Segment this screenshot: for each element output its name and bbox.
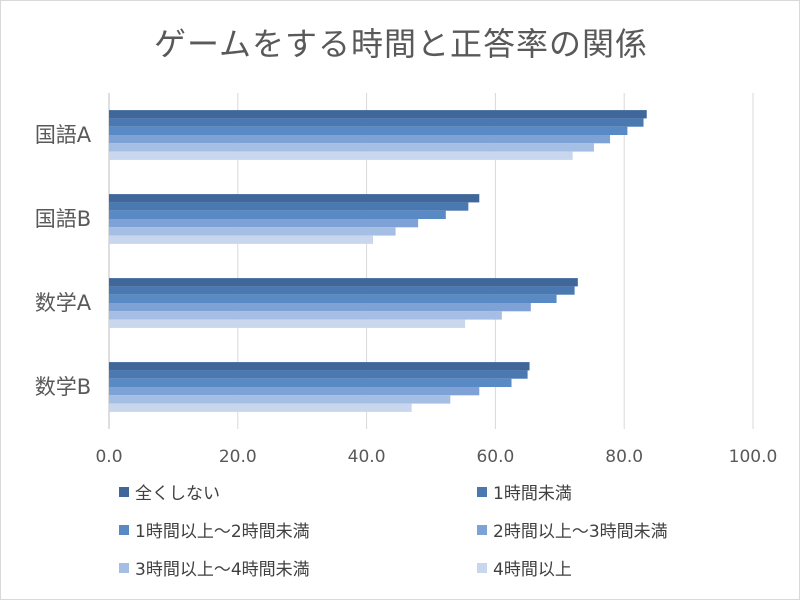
x-tick-label: 40.0 [348,447,386,467]
bar [109,227,396,236]
bar [109,135,611,144]
x-tick-label: 80.0 [605,447,643,467]
bar [109,194,480,203]
category-label: 国語A [35,123,92,147]
bar [109,118,644,127]
chart-title: ゲームをする時間と正答率の関係 [153,25,649,63]
bar [109,294,557,303]
bar [109,362,530,371]
bar [109,286,575,295]
legend-item: 4時間以上 [477,555,572,580]
legend-item: 2時間以上～3時間未満 [477,517,668,542]
legend-label: 1時間以上～2時間未満 [135,522,310,542]
bar [109,395,451,404]
legend-swatch [119,524,129,535]
legend-swatch [119,562,129,573]
x-tick-label: 100.0 [729,447,778,467]
legend-item: 1時間未満 [477,479,572,504]
x-tick-label: 20.0 [219,447,257,467]
bar [109,278,578,287]
category-label: 国語B [35,207,91,231]
bar [109,210,446,219]
bar [109,126,628,135]
category-label: 数学B [35,375,91,399]
legend-swatch [477,524,487,535]
bar [109,303,531,312]
legend-swatch [477,486,487,497]
legend-item: 全くしない [119,479,220,504]
legend-label: 2時間以上～3時間未満 [493,522,668,542]
bar [109,202,469,211]
bar [109,219,419,228]
legend-item: 1時間以上～2時間未満 [119,517,310,542]
legend-swatch [119,486,129,497]
bar [109,143,594,152]
x-tick-label: 60.0 [476,447,514,467]
bar [109,151,573,160]
bar [109,370,528,379]
category-label: 数学A [35,291,92,315]
legend-swatch [477,562,487,573]
bar [109,110,647,119]
bar [109,378,512,387]
bar [109,387,480,396]
legend-label: 3時間以上～4時間未満 [135,560,310,580]
bar [109,311,502,320]
bar [109,319,466,328]
bar [109,235,374,244]
legend-item: 3時間以上～4時間未満 [119,555,310,580]
legend-label: 4時間以上 [493,560,572,580]
legend-label: 1時間未満 [493,484,572,504]
legend-label: 全くしない [135,484,220,504]
x-tick-label: 0.0 [95,447,122,467]
bar [109,403,412,412]
